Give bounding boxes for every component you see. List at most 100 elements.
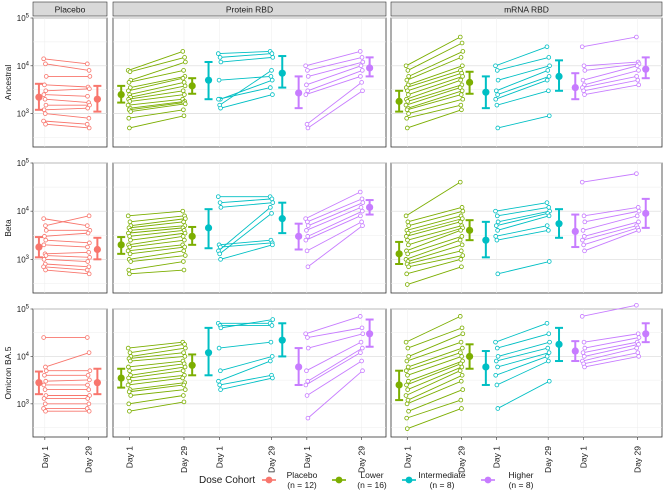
summary-mean-point <box>555 220 563 228</box>
subject-point-day29 <box>181 259 186 264</box>
subject-point-day1 <box>580 237 585 243</box>
subject-point-day29 <box>547 63 552 69</box>
subject-point-day29 <box>180 375 185 381</box>
subject-point-day1 <box>403 234 409 239</box>
subject-point-day1 <box>406 264 411 270</box>
subject-point-day29 <box>180 75 186 81</box>
subject-point-day29 <box>360 345 365 351</box>
facet-panel <box>112 17 387 148</box>
subject-point-day29 <box>457 179 463 185</box>
subject-point-day1 <box>218 368 223 374</box>
subject-point-day1 <box>403 63 409 69</box>
subject-line <box>305 315 361 335</box>
subject-point-day1 <box>126 401 132 407</box>
subject-point-day1 <box>216 96 221 102</box>
subject-line <box>497 261 550 275</box>
subject-point-day1 <box>579 44 585 50</box>
subject-point-day29 <box>636 82 642 88</box>
subject-point-day29 <box>268 339 274 345</box>
summary-mean-point <box>35 243 43 251</box>
subject-point-day29 <box>181 393 186 398</box>
subject-point-day1 <box>126 80 132 85</box>
subject-line <box>129 94 185 102</box>
subject-point-day29 <box>546 259 552 264</box>
subject-line <box>308 333 363 349</box>
subject-point-day29 <box>636 208 642 214</box>
subject-point-day1 <box>127 368 132 374</box>
subject-point-day1 <box>405 251 410 257</box>
subject-line <box>44 258 88 262</box>
facet-label-row: Omicron BA.5 <box>3 346 13 399</box>
subject-point-day1 <box>305 68 310 73</box>
subject-point-day29 <box>458 102 464 108</box>
subject-line <box>307 347 363 382</box>
subject-point-day29 <box>544 320 550 326</box>
subject-point-day1 <box>126 88 131 94</box>
subject-point-day29 <box>181 382 187 388</box>
subject-line <box>45 263 89 268</box>
subject-line <box>43 58 88 65</box>
subject-point-day1 <box>217 200 223 205</box>
subject-point-day1 <box>493 63 498 69</box>
subject-line <box>582 215 638 231</box>
subject-line <box>130 355 185 362</box>
subject-point-day1 <box>127 234 132 239</box>
subject-point-day1 <box>405 219 411 225</box>
subject-line <box>407 356 462 376</box>
subject-point-day1 <box>41 264 46 270</box>
subject-point-day29 <box>357 189 363 195</box>
summary-mean-point <box>642 330 650 338</box>
subject-point-day1 <box>127 125 132 131</box>
subject-line <box>497 380 550 409</box>
subject-line <box>408 333 464 357</box>
subject-line <box>406 94 462 111</box>
subject-point-day1 <box>495 92 500 97</box>
facet-panel <box>390 17 663 148</box>
subject-point-day1 <box>404 125 410 131</box>
subject-point-day29 <box>546 350 552 355</box>
x-tick-label: Day 29 <box>543 446 553 473</box>
subject-line <box>219 341 271 349</box>
subject-point-day29 <box>459 88 465 94</box>
subject-point-day29 <box>358 339 364 345</box>
subject-point-day29 <box>636 354 642 359</box>
subject-point-day29 <box>458 350 463 355</box>
subject-point-day1 <box>495 354 501 359</box>
legend-count: (n = 12) <box>287 480 317 490</box>
subject-point-day1 <box>404 415 409 421</box>
subject-point-day29 <box>270 317 276 322</box>
subject-point-day1 <box>126 115 132 121</box>
summary-mean-point <box>465 226 474 234</box>
subject-line <box>220 202 273 208</box>
subject-line <box>128 90 184 100</box>
subject-line <box>305 191 361 220</box>
summary-mean-point <box>93 379 101 387</box>
summary-mean-point <box>117 241 125 249</box>
subject-line <box>308 202 364 227</box>
subject-line <box>406 399 462 419</box>
legend-label: Placebo <box>287 470 318 480</box>
y-tick-label: 104 <box>17 207 30 217</box>
subject-point-day1 <box>582 248 587 254</box>
subject-point-day29 <box>636 342 641 347</box>
x-tick-label: Day 29 <box>356 446 366 473</box>
facet-panel: 103 104 105 <box>17 159 108 294</box>
x-tick-label: Day 1 <box>40 446 50 468</box>
subject-line <box>583 227 638 246</box>
subject-point-day1 <box>405 397 411 403</box>
subject-point-day1 <box>305 345 311 351</box>
subject-point-day1 <box>42 401 48 407</box>
panel-background <box>32 162 108 294</box>
subject-point-day29 <box>182 237 187 243</box>
subject-line <box>129 81 185 96</box>
subject-line <box>584 63 640 71</box>
subject-point-day29 <box>458 228 463 233</box>
subject-point-day1 <box>493 208 498 214</box>
subject-point-day29 <box>180 88 186 94</box>
y-tick-label: 104 <box>17 61 30 71</box>
summary-mean-point <box>204 76 213 84</box>
subject-point-day1 <box>304 121 310 127</box>
subject-point-day29 <box>458 55 464 60</box>
subject-line <box>44 84 89 88</box>
subject-line <box>130 85 186 98</box>
